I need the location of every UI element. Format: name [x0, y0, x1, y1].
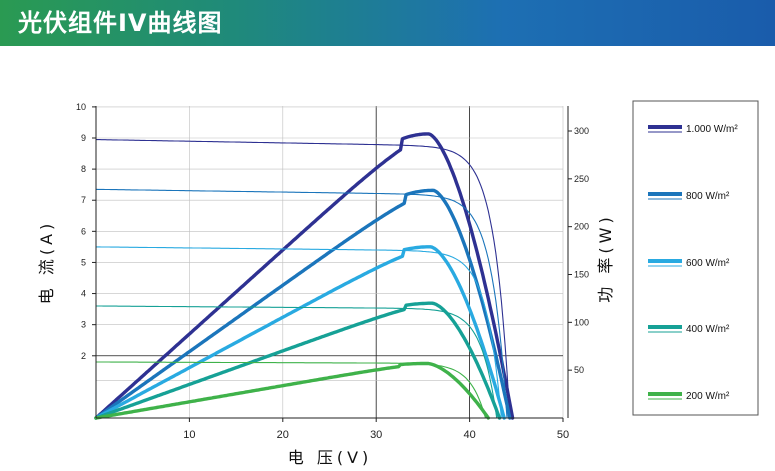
y-tick-label: 6: [81, 226, 86, 236]
legend-label-2: 600 W/m²: [686, 258, 730, 269]
y-tick-label: 9: [81, 133, 86, 143]
x-tick-label: 20: [277, 429, 289, 441]
ticks: 10 20 30 40 50 2 3 4 5 6 7 8 9 10 50 100 150 200 250 300: [76, 102, 589, 441]
x-tick-label: 10: [183, 429, 195, 441]
y-tick-label: 4: [81, 289, 86, 299]
y-tick-label: 10: [76, 102, 86, 112]
legend-label-3: 400 W/m²: [686, 324, 730, 335]
x-tick-label: 40: [463, 429, 475, 441]
iv-curve-1: [95, 188, 508, 419]
y-tick-label: 2: [81, 351, 86, 361]
y2-tick-label: 200: [574, 222, 589, 232]
y-tick-label: 8: [81, 164, 86, 174]
legend: 1.000 W/m² 800 W/m² 600 W/m² 400 W/m² 200 W/…: [648, 124, 738, 402]
y2-tick-label: 300: [574, 126, 589, 136]
iv-curve-2: [96, 246, 502, 419]
grid: [96, 106, 564, 418]
page-title: 光伏组件IV曲线图: [18, 9, 223, 37]
legend-label-1: 800 W/m²: [686, 191, 730, 202]
y-tick-label: 5: [81, 257, 86, 267]
legend-label-0: 1.000 W/m²: [686, 124, 738, 135]
pv-curve-3: [94, 301, 502, 420]
pv-curve-0: [94, 132, 515, 420]
x-tick-label: 30: [370, 429, 382, 441]
y2-tick-label: 150: [574, 270, 589, 280]
curves: [94, 132, 515, 420]
y-tick-label: 7: [81, 195, 86, 205]
iv-curve-3: [96, 305, 498, 419]
title-banner: 光伏组件IV曲线图: [0, 0, 775, 46]
y2-tick-label: 50: [574, 365, 584, 375]
legend-box: [632, 100, 759, 416]
legend-label-4: 200 W/m²: [686, 391, 730, 402]
y2-tick-label: 100: [574, 317, 589, 327]
iv-curve-0: [96, 139, 511, 419]
x-tick-label: 50: [557, 429, 569, 441]
y-tick-label: 3: [81, 320, 86, 330]
y2-axis-label: 功 率(W): [596, 213, 615, 302]
x-axis-label: 电 压(V): [288, 448, 373, 467]
pv-curve-4: [94, 361, 490, 420]
y-axis-label: 电 流(A): [37, 220, 56, 305]
pv-curve-1: [94, 188, 512, 420]
y2-tick-label: 250: [574, 174, 589, 184]
